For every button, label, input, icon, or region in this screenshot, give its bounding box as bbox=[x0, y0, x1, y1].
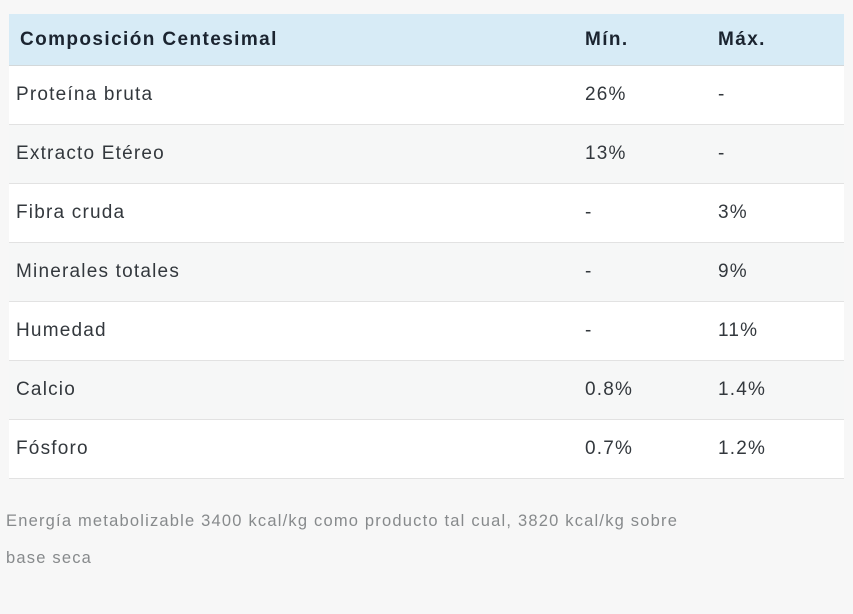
table-row: Proteína bruta 26% - bbox=[9, 66, 844, 125]
nutrient-name: Fósforo bbox=[16, 438, 89, 459]
table-row: Calcio 0.8% 1.4% bbox=[9, 361, 844, 420]
nutrient-min: 0.8% bbox=[585, 379, 634, 400]
table-row: Fibra cruda - 3% bbox=[9, 184, 844, 243]
table-header-min: Mín. bbox=[585, 28, 629, 50]
nutrient-max: 9% bbox=[718, 261, 748, 282]
nutrient-max: - bbox=[718, 143, 726, 164]
table-row: Humedad - 11% bbox=[9, 302, 844, 361]
table-row: Fósforo 0.7% 1.2% bbox=[9, 420, 844, 479]
nutrient-name: Calcio bbox=[16, 379, 76, 400]
nutrient-name: Proteína bruta bbox=[16, 84, 154, 105]
nutrient-max: 1.2% bbox=[718, 438, 767, 459]
nutrient-max: 1.4% bbox=[718, 379, 767, 400]
nutrient-min: - bbox=[585, 261, 593, 282]
table-header-title: Composición Centesimal bbox=[20, 28, 278, 50]
composition-table: Composición Centesimal Mín. Máx. Proteín… bbox=[9, 14, 844, 479]
nutrient-name: Humedad bbox=[16, 320, 107, 341]
nutrient-min: - bbox=[585, 320, 593, 341]
nutrient-min: 26% bbox=[585, 84, 627, 105]
nutrient-max: - bbox=[718, 84, 726, 105]
table-header-max: Máx. bbox=[718, 28, 766, 50]
energy-note: Energía metabolizable 3400 kcal/kg como … bbox=[6, 503, 845, 577]
nutrient-max: 3% bbox=[718, 202, 748, 223]
table-row: Minerales totales - 9% bbox=[9, 243, 844, 302]
energy-note-line-2: base seca bbox=[6, 549, 93, 567]
nutrient-min: 0.7% bbox=[585, 438, 634, 459]
energy-note-line-1: Energía metabolizable 3400 kcal/kg como … bbox=[6, 512, 679, 530]
nutrient-name: Extracto Etéreo bbox=[16, 143, 165, 164]
page: Composición Centesimal Mín. Máx. Proteín… bbox=[0, 14, 853, 614]
table-header-row: Composición Centesimal Mín. Máx. bbox=[9, 14, 844, 66]
nutrient-min: 13% bbox=[585, 143, 627, 164]
nutrient-min: - bbox=[585, 202, 593, 223]
table-row: Extracto Etéreo 13% - bbox=[9, 125, 844, 184]
nutrient-max: 11% bbox=[718, 320, 759, 341]
nutrient-name: Minerales totales bbox=[16, 261, 181, 282]
nutrient-name: Fibra cruda bbox=[16, 202, 126, 223]
